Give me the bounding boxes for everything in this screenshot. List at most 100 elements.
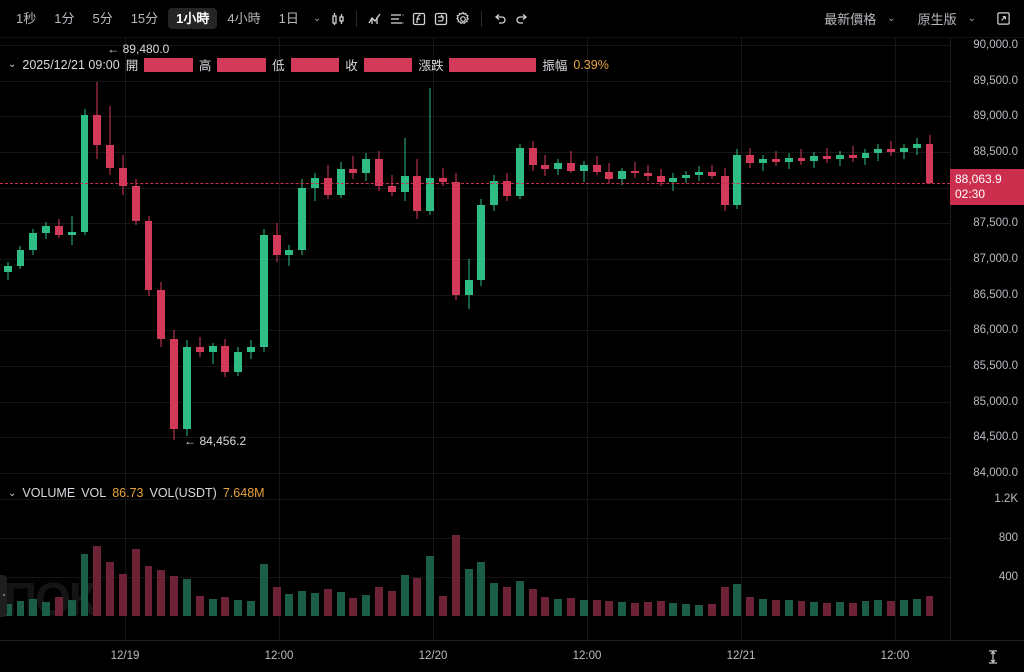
volume-bar [823,603,832,616]
candle-body [54,226,63,235]
candle-body [887,149,896,153]
timeframe-15分[interactable]: 15分 [130,11,159,26]
volume-bar [541,596,550,616]
timeframe-4小時[interactable]: 4小時 [227,11,261,26]
candlestick [631,38,639,480]
candle-body [234,351,243,372]
volume-chart-pane[interactable] [0,480,950,640]
candlestick [3,38,12,480]
price-axis-tick: 86,500.0 [973,288,1018,301]
volume-bar [195,595,204,616]
volume-bar [477,561,486,616]
grid-line [0,80,950,82]
timeframe-1分[interactable]: 1分 [54,11,75,26]
volume-legend: ⌄ VOLUME VOL 86.73 VOL(USDT) 7.648M [8,486,265,500]
candlestick [106,38,115,480]
time-axis[interactable]: 12/19 12:00 12/20 12:00 12/21 12:00 [0,640,1024,672]
candle-body [592,164,601,173]
timeframe-1秒[interactable]: 1秒 [16,11,37,26]
candlestick [579,38,588,480]
candle-body [490,180,499,205]
candle-wick [429,87,431,215]
price-chart-pane[interactable] [0,38,950,480]
volume-bar [323,588,332,616]
axis-scale-icon[interactable] [986,649,1002,665]
grid-line [0,401,950,403]
volume-bar [605,601,614,616]
list-icon[interactable] [386,8,408,30]
candlestick [899,38,908,480]
price-mode-label: 最新價格 [824,12,877,27]
volume-bar [720,586,729,616]
candle-body [118,167,127,187]
grid-line-vertical [587,480,588,640]
candle-wick [570,150,572,174]
volume-collapse-icon[interactable]: ⌄ [8,487,17,499]
timeframe-1小時[interactable]: 1小時 [168,8,218,29]
candle-body [272,234,281,255]
fullscreen-icon[interactable] [992,8,1014,30]
ohlc-collapse-icon[interactable]: ⌄ [8,59,17,70]
candlestick [118,38,127,480]
volume-bar [42,602,51,616]
time-axis-tick: 12:00 [572,650,602,662]
candle-body [631,170,639,174]
candle-wick [404,137,406,201]
candle-body [797,157,806,161]
function-icon[interactable] [408,8,430,30]
candle-body [195,347,204,352]
volume-bar [259,563,268,616]
pane-resize-handle[interactable] [0,575,7,617]
undo-icon[interactable] [489,8,511,30]
template-icon[interactable] [430,8,452,30]
candlestick [554,38,563,480]
candlestick [362,38,371,480]
candlestick-icon[interactable] [327,8,349,30]
volume-bar [682,604,691,616]
price-mode-selector[interactable]: 最新價格 ⌄ [818,5,907,32]
volume-bar [771,599,780,616]
ohlc-change-value: -331.1 (-0.37%) [449,57,537,72]
candle-body [746,154,755,164]
candlestick [618,38,627,480]
candlestick [643,38,652,480]
price-axis[interactable]: 90,000.0 89,500.0 89,000.0 88,500.0 87,500.0… [950,38,1024,640]
volume-bar [464,569,473,616]
ohlc-close-label: 收 [345,59,358,73]
volume-bar [797,601,806,616]
period-high-marker: ← 89,480.0 [107,42,170,57]
candlestick [246,38,255,480]
volume-bar [695,605,704,616]
time-axis-tick: 12/21 [726,650,756,662]
candle-body [823,156,832,160]
timeframe-5分[interactable]: 5分 [92,11,113,26]
volume-bar [643,602,652,616]
candlestick [515,38,524,480]
grid-line [0,365,950,367]
indicators-icon[interactable] [364,8,386,30]
candlestick [912,38,921,480]
timeframe-1日[interactable]: 1日 [278,11,299,26]
grid-line [0,116,950,118]
ohlc-change-label: 漲跌 [418,59,444,73]
candlestick [285,38,294,480]
timeframe-more-chevron-icon[interactable]: ⌄ [312,13,322,24]
volume-bar [439,595,447,616]
candlestick [439,38,447,480]
settings-icon[interactable] [452,8,474,30]
price-axis-tick: 89,000.0 [973,110,1018,123]
volume-bar [234,600,243,616]
volume-bar [246,601,255,616]
candle-body [605,172,614,180]
price-axis-tick: 84,500.0 [973,431,1018,444]
volume-bar [29,598,38,616]
candle-body [464,280,473,295]
volume-bar [925,595,934,616]
version-mode-selector[interactable]: 原生版 ⌄ [912,5,988,32]
redo-icon[interactable] [511,8,533,30]
volume-bar [221,596,230,616]
volume-bar [67,599,76,616]
volume-bar [592,600,601,616]
candlestick [67,38,76,480]
